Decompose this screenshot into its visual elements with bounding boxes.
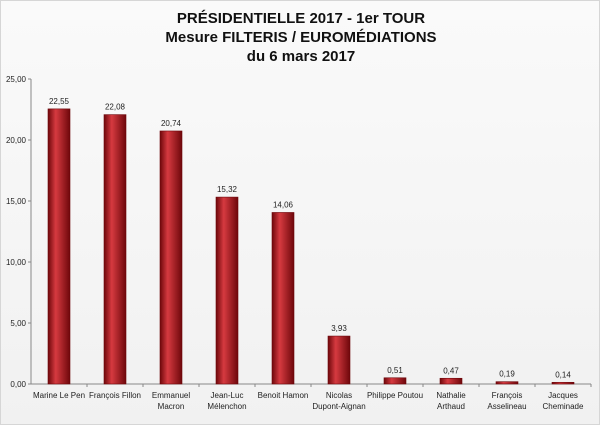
bar: [439, 377, 463, 385]
bar: [495, 381, 519, 385]
category-label: Emmanuel: [152, 391, 190, 400]
bars: [47, 108, 575, 385]
bar: [383, 377, 407, 385]
category-label: Asselineau: [487, 402, 526, 411]
y-tick-label: 10,00: [6, 258, 27, 267]
category-label: Cheminade: [543, 402, 584, 411]
title-line-3: du 6 mars 2017: [246, 48, 356, 65]
bar: [271, 212, 295, 385]
chart-title: PRÉSIDENTIELLE 2017 - 1er TOUR Mesure FI…: [1, 9, 600, 66]
y-tick-label: 15,00: [6, 197, 27, 206]
category-label: Nathalie: [436, 391, 466, 400]
bar: [551, 381, 575, 385]
category-label: Philippe Poutou: [367, 391, 423, 400]
title-line-2: Mesure FILTERIS / EUROMÉDIATIONS: [165, 29, 437, 46]
data-label: 0,19: [499, 370, 515, 379]
category-label: Macron: [158, 402, 185, 411]
data-label: 14,06: [273, 200, 294, 209]
data-label: 0,14: [555, 370, 571, 379]
category-label: Jacques: [548, 391, 578, 400]
category-label: Mélenchon: [207, 402, 246, 411]
data-label: 3,93: [331, 324, 347, 333]
bar: [47, 108, 71, 385]
data-label: 22,55: [49, 97, 70, 106]
data-label: 22,08: [105, 103, 126, 112]
category-label: François: [492, 391, 523, 400]
category-label: Benoit Hamon: [258, 391, 309, 400]
category-label: François Fillon: [89, 391, 141, 400]
data-label: 20,74: [161, 119, 182, 128]
bar: [327, 335, 351, 385]
y-tick-label: 20,00: [6, 136, 27, 145]
bar: [215, 196, 239, 385]
y-tick-label: 25,00: [6, 75, 27, 84]
data-label: 0,51: [387, 366, 403, 375]
data-label: 0,47: [443, 366, 459, 375]
bar: [103, 114, 127, 385]
category-label: Nicolas: [326, 391, 352, 400]
category-label: Arthaud: [437, 402, 465, 411]
bar: [159, 130, 183, 385]
title-line-1: PRÉSIDENTIELLE 2017 - 1er TOUR: [176, 10, 426, 27]
data-label: 15,32: [217, 185, 238, 194]
category-label: Dupont-Aignan: [312, 402, 365, 411]
y-tick-label: 5,00: [10, 319, 26, 328]
y-tick-label: 0,00: [10, 380, 26, 389]
labels: 0,00 5,00 10,00 15,00 20,00 25,00 22,55 Marine …: [6, 75, 584, 411]
category-label: Marine Le Pen: [33, 391, 85, 400]
category-label: Jean-Luc: [211, 391, 244, 400]
